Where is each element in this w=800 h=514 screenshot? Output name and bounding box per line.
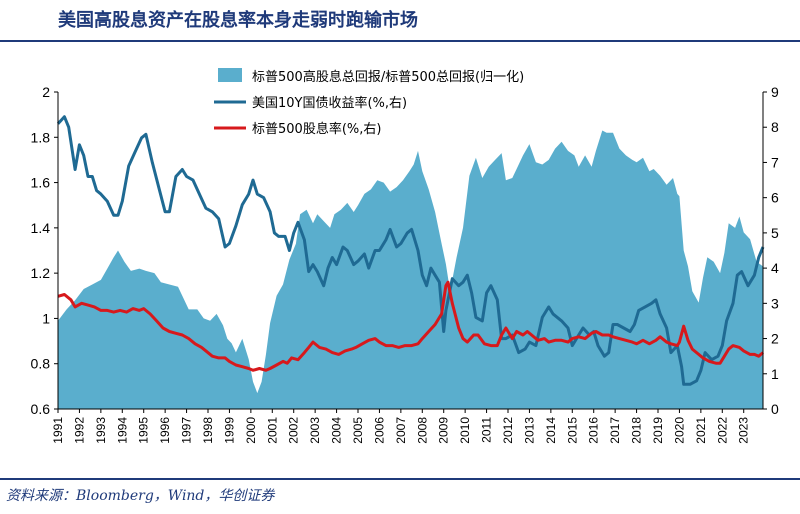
series-line-1: [56, 115, 765, 386]
y-tick-right: 6: [771, 190, 779, 206]
x-tick: 2000: [244, 417, 258, 444]
x-tick: 2003: [308, 417, 322, 444]
y-tick-right: 7: [771, 154, 779, 170]
y-tick-right: 1: [771, 366, 779, 382]
x-tick: 2015: [565, 417, 579, 444]
y-tick-right: 2: [771, 331, 779, 347]
x-tick: 2013: [522, 417, 536, 444]
y-tick-left: 0.6: [31, 401, 51, 417]
x-tick: 2023: [737, 417, 751, 444]
page-title: 美国高股息资产在股息率本身走弱时跑输市场: [58, 10, 418, 31]
x-tick: 2007: [394, 417, 408, 444]
x-tick: 2018: [630, 417, 644, 444]
y-tick-left: 0.8: [31, 356, 51, 372]
y-tick-left: 1.6: [31, 175, 51, 191]
footer-divider: [0, 478, 800, 480]
line-series-layer: [56, 115, 765, 386]
x-tick: 1999: [222, 417, 236, 444]
x-tick: 2004: [330, 417, 344, 444]
x-tick: 2009: [437, 417, 451, 444]
x-tick: 2019: [651, 417, 665, 444]
x-tick: 2014: [544, 417, 558, 444]
x-tick: 1994: [115, 417, 129, 444]
x-tick: 1993: [94, 417, 108, 444]
x-tick: 1995: [137, 417, 151, 444]
x-tick: 2016: [587, 417, 601, 444]
series-area-0: [58, 130, 763, 409]
y-tick-left: 2: [42, 84, 50, 100]
y-tick-left: 1.2: [31, 265, 51, 281]
x-tick: 2002: [287, 417, 301, 444]
series-line-2: [57, 280, 764, 372]
x-tick: 2006: [372, 417, 386, 444]
legend-label: 标普500高股息总回报/标普500总回报(归一化): [252, 69, 524, 85]
source-note: 资料来源：Bloomberg，Wind，华创证券: [6, 488, 275, 504]
y-tick-right: 4: [771, 260, 779, 276]
y-tick-left: 1.4: [31, 220, 51, 236]
x-tick: 2017: [608, 417, 622, 444]
y-tick-left: 1.8: [31, 129, 51, 145]
title-divider: [0, 40, 800, 42]
x-tick: 1992: [72, 417, 86, 444]
x-tick: 1997: [180, 417, 194, 444]
legend-label: 标普500股息率(%,右): [252, 121, 381, 137]
x-tick: 2021: [694, 417, 708, 444]
y-tick-right: 5: [771, 225, 779, 241]
y-tick-right: 0: [771, 401, 779, 417]
x-tick: 2005: [351, 417, 365, 444]
y-tick-right: 8: [771, 119, 779, 135]
y-tick-right: 3: [771, 295, 779, 311]
x-tick: 2022: [715, 417, 729, 444]
area-series-layer: [58, 130, 763, 409]
y-tick-right: 9: [771, 84, 779, 100]
legend-label: 美国10Y国债收益率(%,右): [252, 95, 407, 111]
x-tick: 2008: [415, 417, 429, 444]
x-tick: 1998: [201, 417, 215, 444]
x-tick: 1996: [158, 417, 172, 444]
x-tick: 2020: [672, 417, 686, 444]
x-tick: 2011: [480, 417, 494, 443]
x-tick: 1991: [51, 417, 65, 444]
x-tick: 2012: [501, 417, 515, 444]
x-tick: 2001: [265, 417, 279, 444]
y-tick-left: 1: [42, 310, 50, 326]
x-tick: 2010: [458, 417, 472, 444]
legend-swatch-area: [218, 68, 242, 82]
legend: 标普500高股息总回报/标普500总回报(归一化) 美国10Y国债收益率(%,右)…: [214, 68, 524, 137]
